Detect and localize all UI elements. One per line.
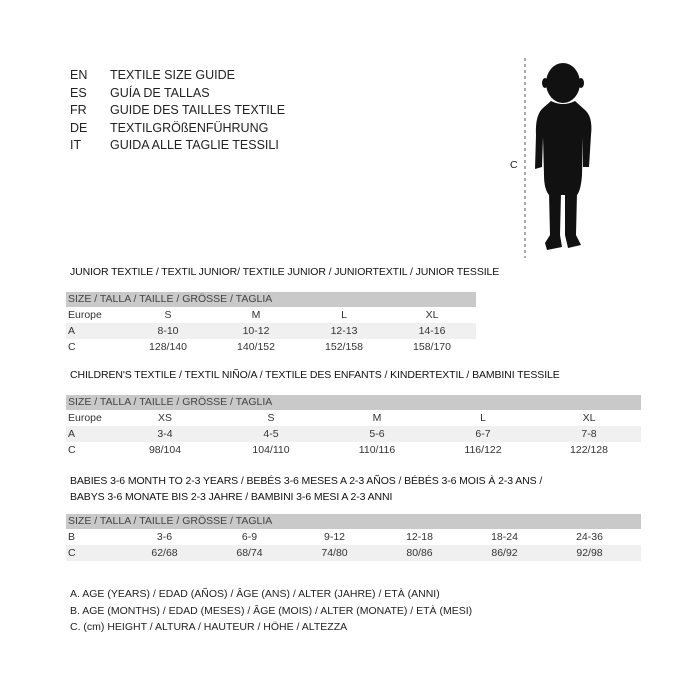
babies-title-line1: BABIES 3-6 MONTH TO 2-3 YEARS / BEBÉS 3-… [70, 475, 543, 487]
cell: XL [425, 309, 439, 321]
cell: M [251, 309, 261, 321]
table-row: C 128/140 140/152 152/158 158/170 [66, 339, 476, 355]
children-size-table: SIZE / TALLA / TAILLE / GRÖSSE / TAGLIA … [66, 395, 641, 458]
babies-title-line2: BABYS 3-6 MONATE BIS 2-3 JAHRE / BAMBINI… [70, 491, 393, 503]
lang-code: FR [70, 103, 87, 117]
table-header: SIZE / TALLA / TAILLE / GRÖSSE / TAGLIA [66, 395, 641, 410]
cell: 3-4 [157, 428, 173, 440]
row-label: Europe [68, 309, 102, 321]
table-row: C 62/68 68/74 74/80 80/86 86/92 92/98 [66, 545, 641, 561]
row-label: A [68, 325, 76, 337]
lang-code: ES [70, 85, 87, 100]
cell: L [341, 309, 347, 321]
cell: 110/116 [358, 444, 396, 456]
lang-code: DE [70, 120, 88, 135]
cell: 116/122 [464, 444, 502, 456]
cell: 12-13 [330, 325, 358, 337]
cell: 24-36 [576, 531, 603, 543]
cell: 5-6 [369, 428, 385, 440]
cell: 140/152 [237, 341, 275, 353]
cell: 7-8 [581, 428, 597, 440]
cell: 74/80 [321, 547, 348, 559]
junior-size-table: SIZE / TALLA / TAILLE / GRÖSSE / TAGLIA … [66, 292, 476, 355]
cell: 62/68 [151, 547, 178, 559]
row-label: C [68, 444, 76, 456]
cell: 6-9 [241, 531, 258, 543]
row-label: C [68, 341, 76, 353]
child-silhouette-figure: C [505, 55, 605, 270]
lang-title: GUÍA DE TALLAS [110, 85, 210, 100]
lang-row-it: IT GUIDA ALLE TAGLIE TESSILI [70, 137, 285, 155]
lang-code: EN [70, 68, 88, 82]
cell: 6-7 [475, 428, 491, 440]
lang-title: GUIDE DES TAILLES TEXTILE [110, 103, 286, 117]
table-row: Europe S M L XL [66, 307, 476, 323]
lang-code: IT [70, 138, 82, 152]
cell: 8-10 [157, 325, 179, 337]
legend-item-c: C. (cm) HEIGHT / ALTURA / HAUTEUR / HÖHE… [70, 621, 348, 633]
cell: 3-6 [156, 531, 173, 543]
cell: 98/104 [148, 444, 182, 456]
cell: 10-12 [242, 325, 270, 337]
lang-row-es: ES GUÍA DE TALLAS [70, 85, 285, 103]
child-silhouette-icon [524, 58, 592, 258]
table-header: SIZE / TALLA / TAILLE / GRÖSSE / TAGLIA [66, 514, 641, 529]
legend: A. AGE (YEARS) / EDAD (AÑOS) / ÂGE (ANS)… [70, 586, 472, 636]
cell: 152/158 [325, 341, 363, 353]
cell: 122/128 [570, 444, 608, 456]
cell: 4-5 [263, 428, 279, 440]
cell: 12-18 [406, 531, 433, 543]
row-label: Europe [68, 412, 102, 424]
cell: 92/98 [576, 547, 603, 559]
children-title: CHILDREN'S TEXTILE / TEXTIL NIÑO/A / TEX… [70, 369, 560, 381]
lang-title: TEXTILGRÖßENFÜHRUNG [110, 120, 269, 135]
table-row: B 3-6 6-9 9-12 12-18 18-24 24-36 [66, 529, 641, 545]
cell: 14-16 [418, 325, 446, 337]
cell: 68/74 [236, 547, 263, 559]
cell: 104/110 [252, 444, 290, 456]
junior-title: JUNIOR TEXTILE / TEXTIL JUNIOR/ TEXTILE … [70, 266, 500, 278]
table-row: A 8-10 10-12 12-13 14-16 [66, 323, 476, 339]
cell: L [480, 412, 486, 424]
lang-title: GUIDA ALLE TAGLIE TESSILI [110, 138, 279, 152]
table-row: Europe XS S M L XL [66, 410, 641, 426]
language-titles: EN TEXTILE SIZE GUIDE ES GUÍA DE TALLAS FR… [70, 67, 285, 155]
table-header: SIZE / TALLA / TAILLE / GRÖSSE / TAGLIA [66, 292, 476, 307]
cell: S [164, 309, 172, 321]
legend-item-a: A. AGE (YEARS) / EDAD (AÑOS) / ÂGE (ANS)… [70, 588, 440, 600]
cell: 86/92 [491, 547, 518, 559]
lang-title: TEXTILE SIZE GUIDE [110, 68, 236, 82]
table-row: A 3-4 4-5 5-6 6-7 7-8 [66, 426, 641, 442]
legend-item-b: B. AGE (MONTHS) / EDAD (MESES) / ÂGE (MO… [70, 604, 473, 617]
row-label: C [68, 547, 76, 559]
babies-size-table: SIZE / TALLA / TAILLE / GRÖSSE / TAGLIA … [66, 514, 641, 561]
cell: 158/170 [413, 341, 451, 353]
cell: 9-12 [323, 531, 345, 543]
cell: S [267, 412, 275, 424]
lang-row-de: DE TEXTILGRÖßENFÜHRUNG [70, 120, 285, 138]
row-label: B [68, 531, 76, 543]
height-label: C [510, 159, 518, 171]
cell: XL [582, 412, 596, 424]
lang-row-en: EN TEXTILE SIZE GUIDE [70, 67, 285, 85]
cell: M [372, 412, 382, 424]
table-row: C 98/104 104/110 110/116 116/122 122/128 [66, 442, 641, 458]
cell: 128/140 [149, 341, 187, 353]
cell: XS [157, 412, 172, 424]
lang-row-fr: FR GUIDE DES TAILLES TEXTILE [70, 102, 285, 120]
row-label: A [68, 428, 76, 440]
cell: 18-24 [491, 531, 518, 543]
cell: 80/86 [406, 547, 433, 559]
